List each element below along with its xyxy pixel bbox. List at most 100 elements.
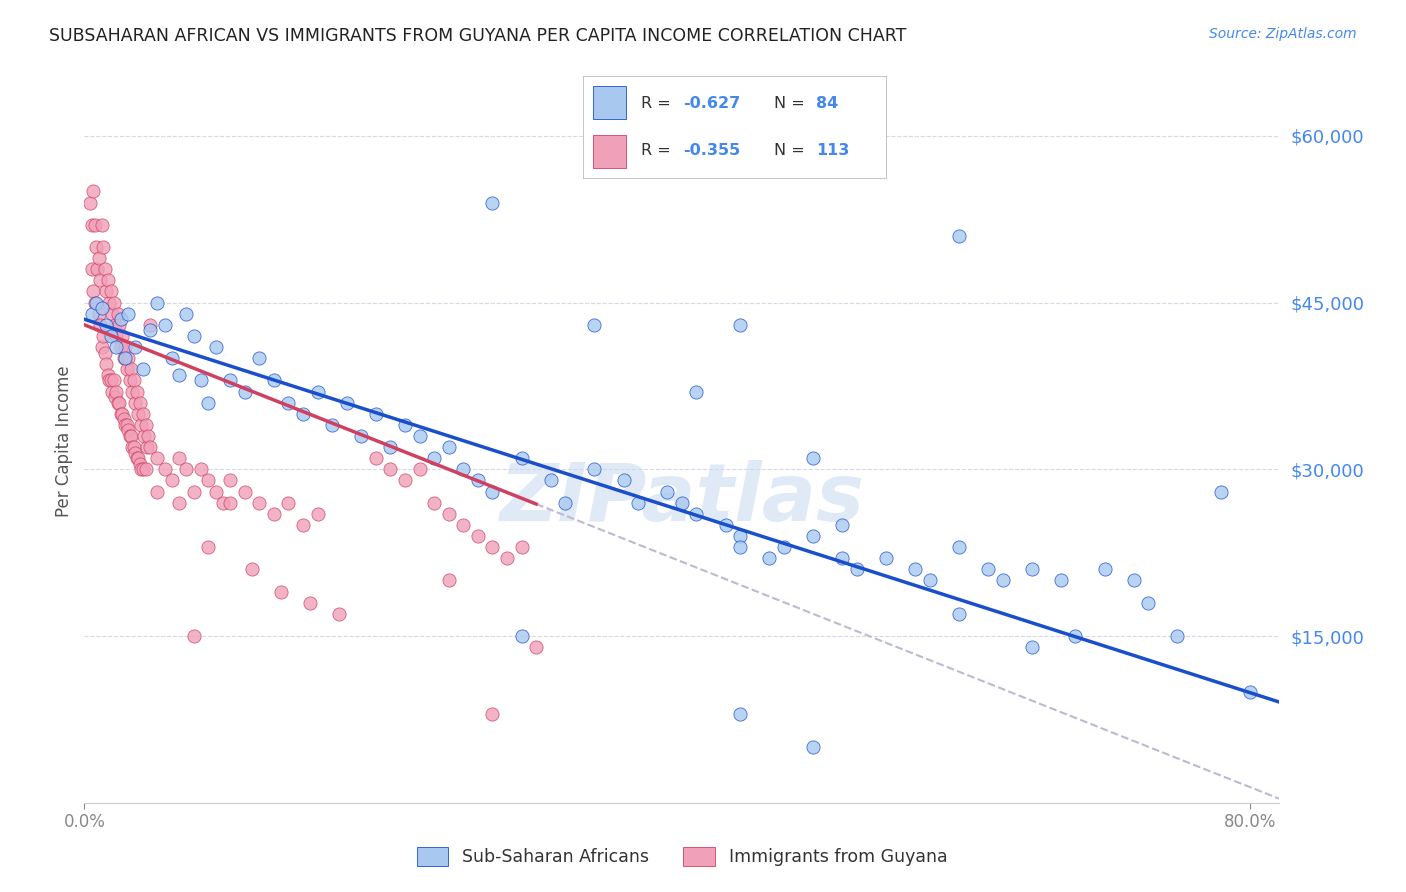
Point <box>125 451 148 466</box>
Point <box>90 218 112 232</box>
Point <box>948 540 970 554</box>
Point <box>801 451 824 466</box>
Point <box>540 474 562 488</box>
Point <box>247 351 270 366</box>
Text: R =: R = <box>641 96 676 111</box>
Point <box>1166 629 1188 643</box>
Point <box>127 451 149 466</box>
Point <box>146 451 169 466</box>
Point <box>82 185 104 199</box>
Point <box>111 407 134 421</box>
Point <box>94 262 117 277</box>
Point <box>613 474 636 488</box>
Point <box>408 462 430 476</box>
Point <box>160 351 183 366</box>
Point <box>131 362 153 376</box>
Point <box>104 318 127 332</box>
Point <box>122 373 145 387</box>
Point <box>160 474 183 488</box>
Point <box>437 574 460 588</box>
Point <box>100 329 122 343</box>
Point <box>481 195 503 210</box>
Point <box>219 496 242 510</box>
Point <box>129 417 152 432</box>
Point <box>108 318 131 332</box>
Point <box>233 484 256 499</box>
Point <box>112 351 135 366</box>
Text: -0.627: -0.627 <box>683 96 741 111</box>
Point <box>87 307 110 321</box>
Point <box>108 395 131 409</box>
Point <box>183 629 205 643</box>
Point <box>80 218 103 232</box>
Point <box>83 218 105 232</box>
Point <box>948 228 970 243</box>
Point <box>135 417 157 432</box>
Point <box>364 407 387 421</box>
Point <box>197 474 219 488</box>
Point <box>991 574 1014 588</box>
Point <box>110 340 132 354</box>
Point <box>153 462 176 476</box>
Point <box>685 507 707 521</box>
Point <box>128 395 150 409</box>
Point <box>114 340 136 354</box>
Point <box>263 507 285 521</box>
Point <box>948 607 970 621</box>
Point <box>728 706 751 721</box>
Point <box>80 307 103 321</box>
Point <box>1021 562 1043 576</box>
Point <box>139 323 162 337</box>
Point <box>124 395 146 409</box>
Point <box>831 551 853 566</box>
Point <box>121 440 143 454</box>
Text: N =: N = <box>773 96 810 111</box>
Point <box>1050 574 1073 588</box>
Point <box>97 273 120 287</box>
Point <box>100 285 122 299</box>
Point <box>128 457 150 471</box>
Point <box>380 440 402 454</box>
Point <box>124 340 146 354</box>
Legend: Sub-Saharan Africans, Immigrants from Guyana: Sub-Saharan Africans, Immigrants from Gu… <box>416 847 948 866</box>
Point <box>510 540 533 554</box>
Text: ZIPatlas: ZIPatlas <box>499 460 865 539</box>
Point <box>105 384 128 399</box>
Point <box>84 240 107 254</box>
Point <box>219 474 242 488</box>
Point <box>82 285 104 299</box>
Point <box>115 417 138 432</box>
Point <box>364 451 387 466</box>
Point <box>263 373 285 387</box>
Point <box>132 429 156 443</box>
Point <box>524 640 547 655</box>
Point <box>121 384 143 399</box>
Point <box>153 318 176 332</box>
Point <box>211 496 233 510</box>
Point <box>758 551 780 566</box>
Point <box>845 562 868 576</box>
Point <box>118 429 141 443</box>
Point <box>111 329 134 343</box>
Text: N =: N = <box>773 144 810 158</box>
Point <box>801 740 824 755</box>
Point <box>219 373 242 387</box>
Point <box>112 412 135 426</box>
Point <box>510 451 533 466</box>
Text: R =: R = <box>641 144 676 158</box>
Point <box>247 496 270 510</box>
Point <box>124 445 146 459</box>
Point <box>104 390 127 404</box>
Point <box>291 407 314 421</box>
Point <box>135 462 157 476</box>
Point <box>197 540 219 554</box>
Point <box>350 429 373 443</box>
Point <box>510 629 533 643</box>
Point <box>183 484 205 499</box>
Point <box>904 562 927 576</box>
Point <box>90 340 112 354</box>
Point <box>728 540 751 554</box>
Point <box>583 462 606 476</box>
Point <box>131 462 153 476</box>
Point <box>96 285 118 299</box>
